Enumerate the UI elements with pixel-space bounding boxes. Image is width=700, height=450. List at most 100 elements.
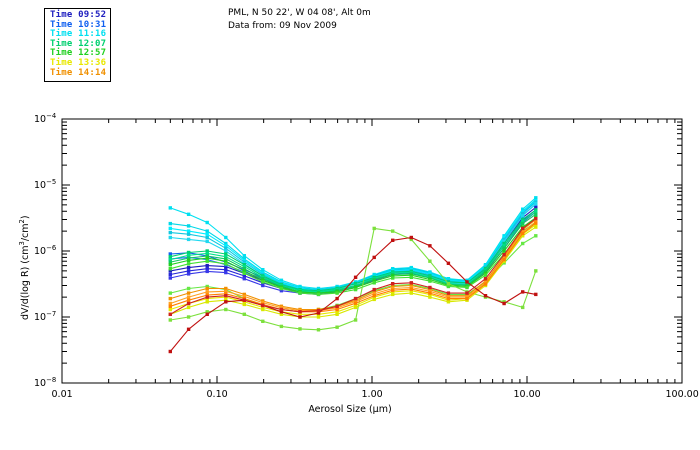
series-marker <box>446 280 451 284</box>
series-marker <box>168 296 172 301</box>
series-marker <box>224 262 228 266</box>
series-marker <box>502 244 506 248</box>
series-marker <box>186 212 191 216</box>
series-marker <box>391 276 395 280</box>
series-marker <box>465 285 469 290</box>
series-marker <box>168 267 172 271</box>
series-marker <box>465 280 469 284</box>
series-marker <box>391 274 395 278</box>
series-marker <box>372 255 376 260</box>
series-marker <box>446 296 451 301</box>
series-marker <box>502 235 506 240</box>
x-tick-label-3: 10.00 <box>513 389 541 400</box>
series-marker <box>186 224 191 228</box>
series-marker <box>391 292 395 297</box>
series-marker <box>316 292 321 297</box>
series-marker <box>279 286 284 291</box>
series-marker <box>224 292 228 296</box>
series-marker <box>186 272 191 276</box>
series-marker <box>168 301 172 306</box>
series-marker <box>534 292 538 297</box>
series-marker <box>502 237 506 242</box>
series-marker <box>186 229 191 233</box>
series-marker <box>242 264 246 269</box>
series-marker <box>353 282 358 286</box>
series-7 <box>168 198 538 293</box>
series-marker <box>279 310 284 314</box>
series-marker <box>409 237 413 242</box>
series-marker <box>224 257 228 261</box>
series-marker <box>279 289 284 293</box>
series-marker <box>521 234 525 238</box>
series-marker <box>372 226 376 231</box>
series-marker <box>353 296 358 301</box>
series-marker <box>205 293 209 297</box>
series-marker <box>186 250 191 255</box>
series-marker <box>534 234 538 238</box>
series-marker <box>446 300 451 304</box>
series-marker <box>391 238 395 242</box>
series-marker <box>428 289 432 293</box>
series-marker <box>298 310 302 314</box>
legend-entry-2: Time 11:16 <box>50 29 107 40</box>
legend-box: Time 09:52 Time 10:31 Time 11:16 Time 12:07… <box>44 8 112 83</box>
series-marker <box>483 273 488 277</box>
series-marker <box>224 264 228 269</box>
series-marker <box>502 257 506 262</box>
series-marker <box>242 260 246 264</box>
x-tick-label-1: 0.10 <box>206 389 228 400</box>
series-marker <box>261 268 265 272</box>
series-marker <box>409 281 413 285</box>
series-marker <box>205 263 209 268</box>
series-marker <box>205 229 209 233</box>
series-marker <box>446 284 451 289</box>
series-marker <box>428 259 432 263</box>
series-marker <box>372 292 376 296</box>
series-marker <box>353 305 358 310</box>
series-marker <box>521 217 525 222</box>
series-marker <box>483 271 488 275</box>
series-marker <box>502 249 506 253</box>
series-marker <box>391 229 395 233</box>
series-marker <box>205 312 209 316</box>
series-marker <box>353 303 358 308</box>
series-marker <box>316 311 321 315</box>
series-marker <box>186 237 191 242</box>
series-marker <box>372 281 376 285</box>
series-marker <box>261 303 265 308</box>
series-marker <box>224 241 228 246</box>
series-marker <box>205 286 209 291</box>
series-marker <box>465 296 469 301</box>
series-marker <box>534 216 538 221</box>
series-marker <box>205 300 209 304</box>
series-marker <box>428 287 432 292</box>
series-marker <box>335 310 339 314</box>
series-marker <box>186 265 191 270</box>
series-marker <box>502 301 506 306</box>
series-marker <box>186 298 191 302</box>
title-block: PML, N 50 22', W 04 08', Alt 0m Data fro… <box>228 7 371 33</box>
series-marker <box>534 205 538 209</box>
series-marker <box>521 290 525 294</box>
series-marker <box>205 239 209 244</box>
series-marker <box>186 295 191 299</box>
series-marker <box>521 231 525 236</box>
series-marker <box>168 349 172 354</box>
series-marker <box>168 272 172 277</box>
series-marker <box>521 216 525 220</box>
series-marker <box>428 279 432 283</box>
chart-subtitle: Data from: 09 Nov 2009 <box>228 21 337 31</box>
series-marker <box>428 244 432 248</box>
series-marker <box>316 328 321 332</box>
series-marker <box>224 246 228 250</box>
series-marker <box>298 291 302 295</box>
series-marker <box>261 280 265 284</box>
series-marker <box>335 325 339 329</box>
series-marker <box>534 210 538 214</box>
series-marker <box>261 283 265 288</box>
series-marker <box>428 295 432 299</box>
series-marker <box>242 298 246 302</box>
series-marker <box>186 286 191 291</box>
series-marker <box>316 308 321 313</box>
